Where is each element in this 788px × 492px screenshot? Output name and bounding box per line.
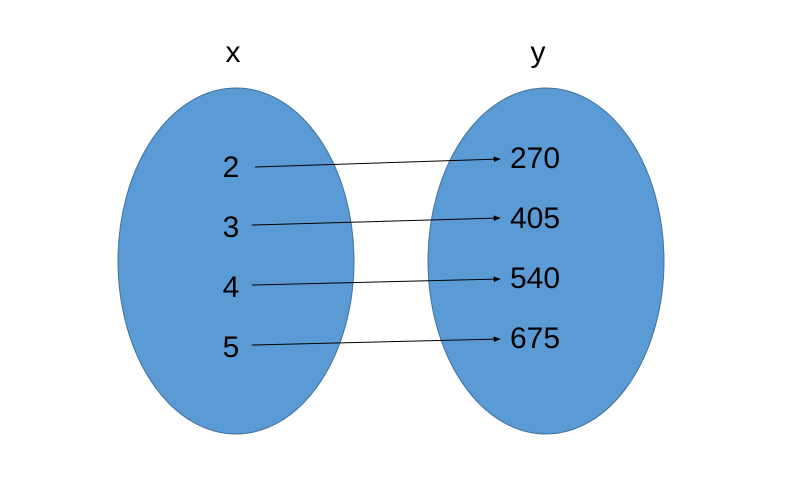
codomain-label: y — [531, 36, 546, 69]
domain-element: 4 — [223, 271, 240, 304]
codomain-element: 270 — [510, 142, 560, 175]
domain-oval — [118, 88, 354, 434]
domain-label: x — [226, 36, 241, 69]
codomain-element: 405 — [510, 202, 560, 235]
codomain-element: 540 — [510, 262, 560, 295]
codomain-element: 675 — [510, 322, 560, 355]
domain-element: 3 — [223, 211, 240, 244]
codomain-oval — [428, 88, 664, 434]
domain-element: 5 — [223, 331, 240, 364]
domain-element: 2 — [223, 151, 240, 184]
